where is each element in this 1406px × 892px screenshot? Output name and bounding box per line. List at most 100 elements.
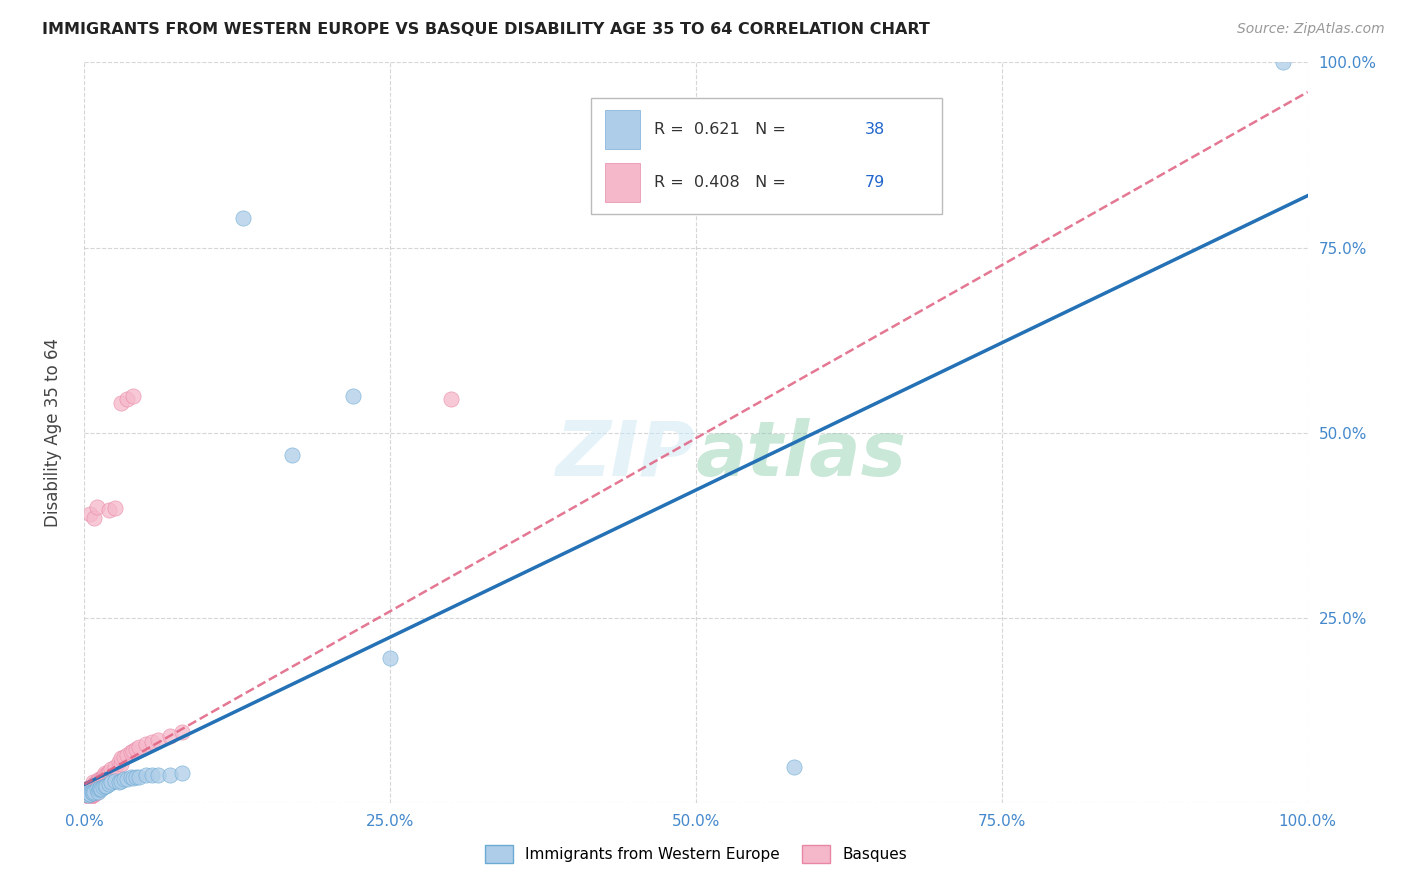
- Point: [141, 735, 163, 749]
- Point: [159, 767, 181, 781]
- Point: [83, 785, 105, 799]
- Point: [104, 773, 127, 788]
- Point: [75, 787, 97, 801]
- Point: [94, 779, 117, 793]
- Point: [440, 392, 463, 407]
- Point: [342, 388, 364, 402]
- Point: [281, 448, 304, 462]
- Point: [77, 789, 100, 803]
- Point: [135, 737, 157, 751]
- Point: [89, 780, 111, 795]
- Point: [783, 760, 806, 774]
- Text: atlas: atlas: [696, 417, 907, 491]
- Point: [112, 750, 135, 764]
- Point: [115, 392, 138, 407]
- Point: [79, 789, 101, 804]
- Point: [89, 773, 111, 788]
- Text: 38: 38: [865, 122, 884, 137]
- Point: [104, 501, 127, 516]
- Point: [82, 782, 104, 797]
- FancyBboxPatch shape: [605, 110, 640, 149]
- Legend: Immigrants from Western Europe, Basques: Immigrants from Western Europe, Basques: [479, 839, 912, 869]
- Point: [86, 500, 108, 514]
- Point: [79, 785, 101, 799]
- Point: [115, 747, 138, 762]
- Point: [91, 770, 114, 784]
- Point: [91, 780, 114, 794]
- Point: [76, 782, 98, 797]
- Point: [84, 777, 107, 791]
- Point: [86, 785, 108, 799]
- Point: [87, 777, 110, 791]
- Point: [87, 782, 110, 797]
- Text: 79: 79: [865, 175, 884, 190]
- Point: [77, 789, 100, 803]
- Point: [97, 777, 120, 791]
- Point: [110, 773, 132, 788]
- Point: [84, 782, 107, 797]
- Text: R =  0.408   N =: R = 0.408 N =: [654, 175, 790, 190]
- Point: [76, 785, 98, 799]
- Point: [104, 760, 127, 774]
- Point: [75, 785, 97, 799]
- Point: [83, 785, 105, 799]
- Point: [76, 789, 98, 803]
- Point: [80, 787, 103, 801]
- Point: [87, 772, 110, 786]
- FancyBboxPatch shape: [605, 163, 640, 202]
- Point: [128, 770, 150, 784]
- Point: [77, 787, 100, 801]
- Point: [82, 789, 104, 803]
- Point: [77, 780, 100, 795]
- Text: Source: ZipAtlas.com: Source: ZipAtlas.com: [1237, 22, 1385, 37]
- Point: [141, 767, 163, 781]
- Point: [90, 772, 112, 786]
- Point: [82, 775, 104, 789]
- Point: [107, 775, 129, 789]
- Point: [146, 732, 169, 747]
- Point: [77, 786, 100, 800]
- FancyBboxPatch shape: [591, 98, 942, 214]
- Point: [96, 779, 118, 793]
- Point: [79, 787, 101, 801]
- Point: [146, 767, 169, 781]
- Text: R =  0.621   N =: R = 0.621 N =: [654, 122, 790, 137]
- Point: [77, 785, 100, 799]
- Point: [86, 782, 108, 797]
- Point: [80, 789, 103, 803]
- Point: [77, 782, 100, 797]
- Point: [80, 780, 103, 794]
- Point: [86, 777, 108, 791]
- Point: [100, 775, 122, 789]
- Point: [76, 786, 98, 800]
- Point: [83, 510, 105, 524]
- Point: [77, 785, 100, 799]
- Point: [75, 787, 97, 801]
- Point: [86, 773, 108, 788]
- Point: [87, 773, 110, 788]
- Point: [77, 789, 100, 803]
- Point: [125, 770, 148, 784]
- Point: [100, 763, 122, 777]
- Point: [97, 766, 120, 780]
- Point: [79, 780, 101, 794]
- Point: [122, 744, 145, 758]
- Point: [172, 725, 194, 739]
- Point: [122, 388, 145, 402]
- Point: [86, 780, 108, 795]
- Point: [159, 729, 181, 743]
- Point: [83, 787, 105, 801]
- Point: [93, 767, 115, 781]
- Point: [87, 785, 110, 799]
- Point: [79, 789, 101, 803]
- Text: ZIP: ZIP: [557, 417, 696, 491]
- Point: [97, 503, 120, 517]
- Y-axis label: Disability Age 35 to 64: Disability Age 35 to 64: [44, 338, 62, 527]
- Point: [90, 782, 112, 797]
- Text: IMMIGRANTS FROM WESTERN EUROPE VS BASQUE DISABILITY AGE 35 TO 64 CORRELATION CHA: IMMIGRANTS FROM WESTERN EUROPE VS BASQUE…: [42, 22, 929, 37]
- Point: [125, 742, 148, 756]
- Point: [172, 766, 194, 780]
- Point: [83, 780, 105, 795]
- Point: [135, 767, 157, 781]
- Point: [91, 775, 114, 789]
